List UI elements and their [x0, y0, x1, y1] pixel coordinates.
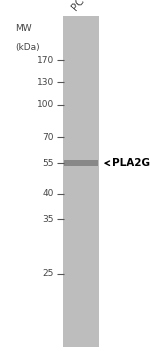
Text: 130: 130: [37, 78, 54, 87]
Text: 55: 55: [42, 159, 54, 168]
Text: 170: 170: [37, 56, 54, 65]
Text: (kDa): (kDa): [15, 42, 40, 52]
Text: 100: 100: [37, 100, 54, 109]
Text: PC-3: PC-3: [70, 0, 93, 12]
Text: MW: MW: [15, 24, 32, 33]
Bar: [64, 160, 98, 166]
Bar: [63, 16, 99, 347]
Text: PLA2G7: PLA2G7: [112, 158, 150, 168]
Text: 25: 25: [43, 269, 54, 278]
Text: 70: 70: [42, 133, 54, 142]
Text: 40: 40: [43, 189, 54, 198]
Text: 35: 35: [42, 215, 54, 224]
